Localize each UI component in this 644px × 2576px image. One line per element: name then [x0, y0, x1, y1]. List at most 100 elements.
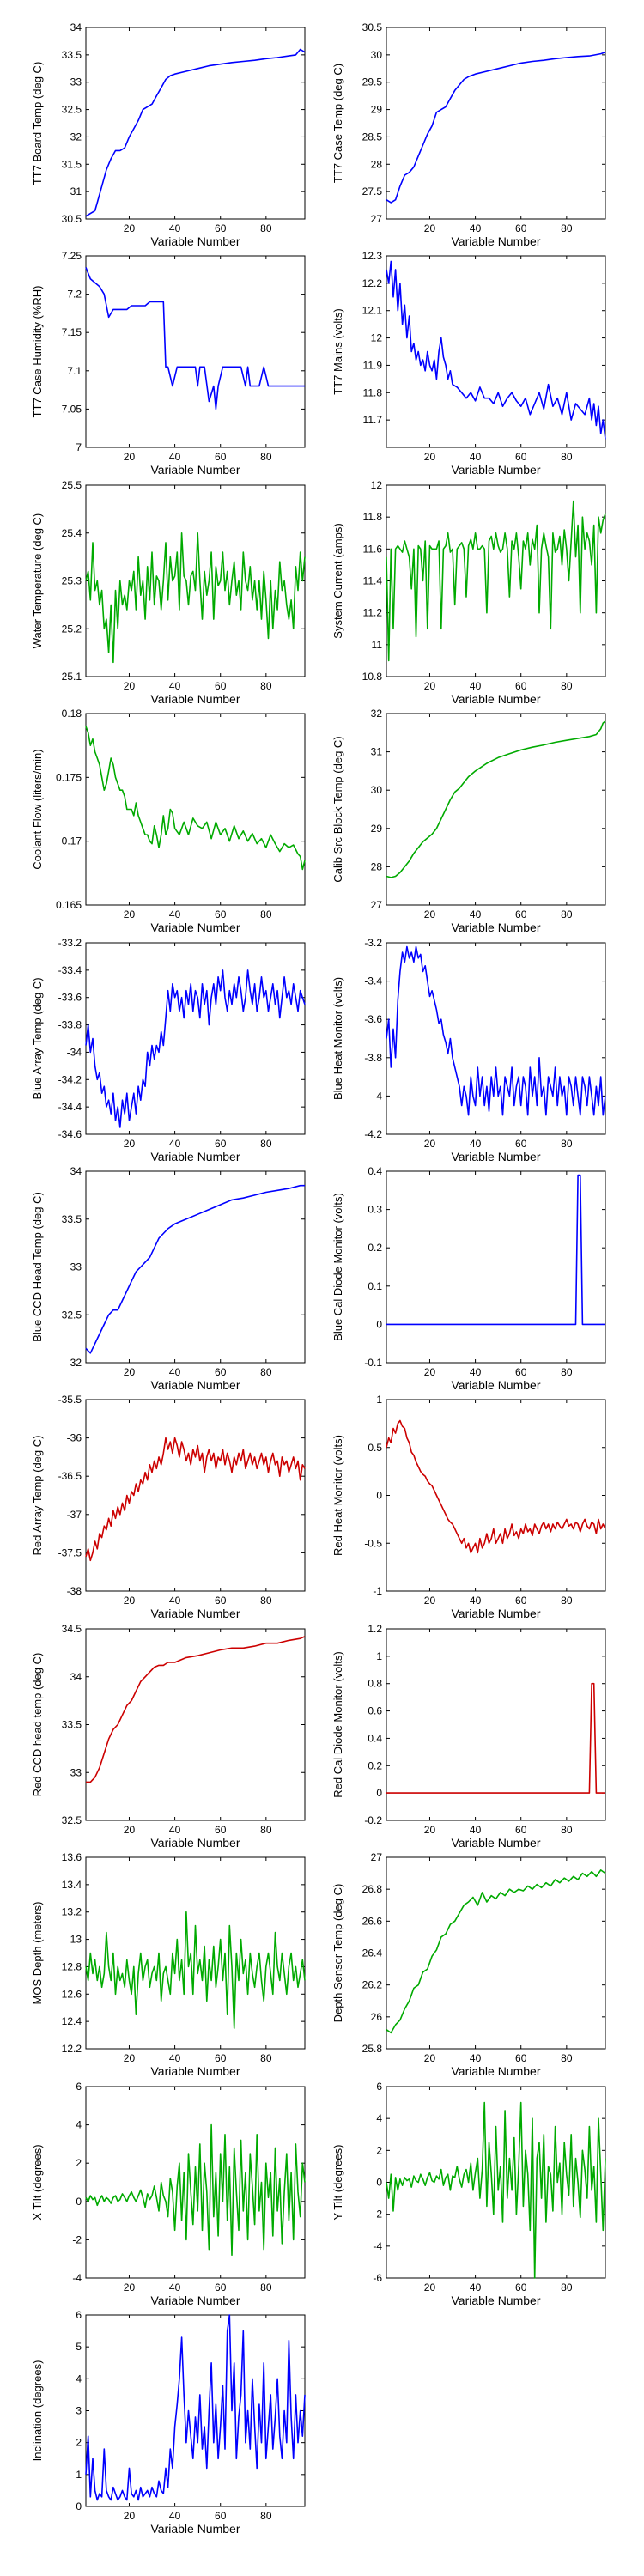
x-tick-label: 20	[124, 451, 136, 463]
x-tick-label: 20	[124, 2052, 136, 2064]
series-line	[86, 1636, 306, 1783]
plot-frame	[386, 1856, 606, 2050]
y-tick-label: -3.8	[364, 1052, 382, 1064]
y-tick-label: 11.2	[363, 607, 383, 619]
y-tick-label: 12.2	[62, 2043, 82, 2055]
y-tick-label: 0	[76, 2196, 82, 2208]
x-tick-label: 40	[169, 680, 181, 692]
x-tick-label: 20	[424, 2281, 436, 2293]
x-tick-label: 80	[260, 2510, 272, 2522]
y-tick-label: 4	[376, 2112, 382, 2124]
x-tick-label: 60	[515, 1138, 527, 1150]
x-tick-label: 60	[515, 908, 527, 920]
y-tick-label: 31	[371, 746, 383, 758]
y-tick-label: 12.6	[62, 1988, 82, 2000]
x-tick-label: 40	[470, 2052, 482, 2064]
x-axis-label: Variable Number	[150, 1836, 240, 1850]
y-tick-label: 12	[371, 332, 383, 344]
y-tick-label: 31	[70, 185, 82, 197]
y-tick-label: 0.6	[368, 1705, 382, 1717]
y-tick-label: -37.5	[58, 1546, 82, 1558]
x-tick-label: 20	[124, 680, 136, 692]
y-tick-label: -4	[373, 2240, 382, 2252]
x-tick-label: 40	[470, 680, 482, 692]
x-axis-label: Variable Number	[150, 692, 240, 706]
y-tick-label: 0.18	[62, 708, 82, 720]
x-axis-label: Variable Number	[150, 463, 240, 477]
x-tick-label: 80	[561, 1366, 573, 1378]
y-tick-label: -1	[373, 1585, 382, 1597]
chart-panel-21: 20 40 60 80 0 1 2 3 4 5 6 Variable Number Inclinatio…	[31, 2309, 306, 2536]
y-axis-label: Y Tilt (degrees)	[331, 2145, 344, 2221]
y-tick-label: -35.5	[58, 1394, 82, 1406]
y-tick-label: 0.5	[368, 1442, 382, 1454]
plot-frame	[85, 2314, 306, 2507]
y-tick-label: 32.5	[62, 104, 82, 116]
x-tick-label: 60	[215, 1138, 227, 1150]
y-tick-label: 27.5	[362, 185, 383, 197]
y-tick-label: 6	[76, 2309, 82, 2321]
x-tick-label: 20	[424, 1595, 436, 1607]
y-tick-label: -6	[373, 2272, 382, 2284]
y-tick-label: 33	[70, 1261, 82, 1273]
x-tick-label: 60	[515, 451, 527, 463]
x-tick-label: 80	[561, 222, 573, 234]
x-tick-label: 80	[561, 908, 573, 920]
y-tick-label: 13.4	[62, 1879, 82, 1891]
y-tick-label: 25.3	[62, 575, 82, 587]
x-tick-label: 20	[124, 1366, 136, 1378]
x-tick-label: 40	[470, 451, 482, 463]
x-axis-label: Variable Number	[150, 2293, 240, 2307]
x-axis-label: Variable Number	[150, 2064, 240, 2078]
y-axis-label: Red Heat Monitor (volts)	[331, 1435, 344, 1556]
series-line	[85, 532, 306, 664]
y-tick-label: 11	[372, 639, 383, 651]
x-tick-label: 60	[515, 222, 527, 234]
series-line	[85, 2123, 306, 2256]
y-tick-label: 27	[371, 1851, 383, 1863]
x-tick-label: 80	[561, 2052, 573, 2064]
y-tick-label: 0.1	[368, 1280, 382, 1292]
series-line	[386, 1682, 605, 1794]
x-tick-label: 40	[169, 451, 181, 463]
y-tick-label: 6	[376, 2081, 382, 2093]
x-tick-label: 20	[124, 2281, 136, 2293]
chart-panel-9: 20 40 60 80 -34.6 -34.4 -34.2 -34 -33.8 -33.6 -33.…	[31, 937, 306, 1163]
y-tick-label: 0.2	[368, 1242, 382, 1254]
y-tick-label: 12.4	[62, 2015, 82, 2027]
y-tick-label: 27	[371, 899, 383, 911]
x-axis-label: Variable Number	[451, 920, 540, 934]
y-axis-label: Red Cal Diode Monitor (volts)	[331, 1651, 344, 1798]
y-tick-label: 0.17	[62, 835, 82, 848]
series-line	[386, 945, 606, 1116]
y-tick-label: 26.8	[362, 1883, 383, 1895]
y-tick-label: 32.5	[62, 1814, 82, 1826]
series-line	[386, 720, 606, 878]
series-line	[386, 2101, 606, 2279]
y-tick-label: 12.8	[62, 1960, 82, 1972]
y-tick-label: 7.05	[62, 403, 82, 415]
x-tick-label: 80	[561, 1595, 573, 1607]
y-tick-label: 31.5	[62, 158, 82, 170]
series-line	[85, 1911, 306, 2029]
chart-panel-12: 20 40 60 80 -0.1 0 0.1 0.2 0.3 0.4 Variable Number…	[331, 1165, 606, 1392]
y-tick-label: 34.5	[62, 1623, 82, 1635]
y-tick-label: 7.2	[67, 289, 82, 301]
y-axis-label: Water Temperature (deg C)	[31, 513, 44, 649]
chart-panel-13: 20 40 60 80 -38 -37.5 -37 -36.5 -36 -35.5 Variable…	[31, 1394, 306, 1620]
y-tick-label: 26.6	[362, 1915, 383, 1927]
y-tick-label: -33.8	[58, 1019, 82, 1031]
y-tick-label: 0	[376, 1787, 382, 1799]
x-tick-label: 40	[470, 1366, 482, 1378]
y-tick-label: 0.165	[56, 899, 82, 911]
x-tick-label: 40	[169, 1138, 181, 1150]
chart-panel-3: 20 40 60 80 7 7.05 7.1 7.15 7.2 7.25 Variable Numb…	[31, 250, 306, 477]
y-tick-label: 0.4	[368, 1732, 382, 1744]
y-tick-label: -34.6	[58, 1128, 82, 1140]
y-tick-label: 4	[76, 2372, 82, 2385]
y-tick-label: 11.6	[363, 543, 383, 555]
x-tick-label: 80	[260, 908, 272, 920]
series-line	[386, 1419, 606, 1554]
x-tick-label: 80	[260, 222, 272, 234]
series-line	[85, 1437, 306, 1562]
